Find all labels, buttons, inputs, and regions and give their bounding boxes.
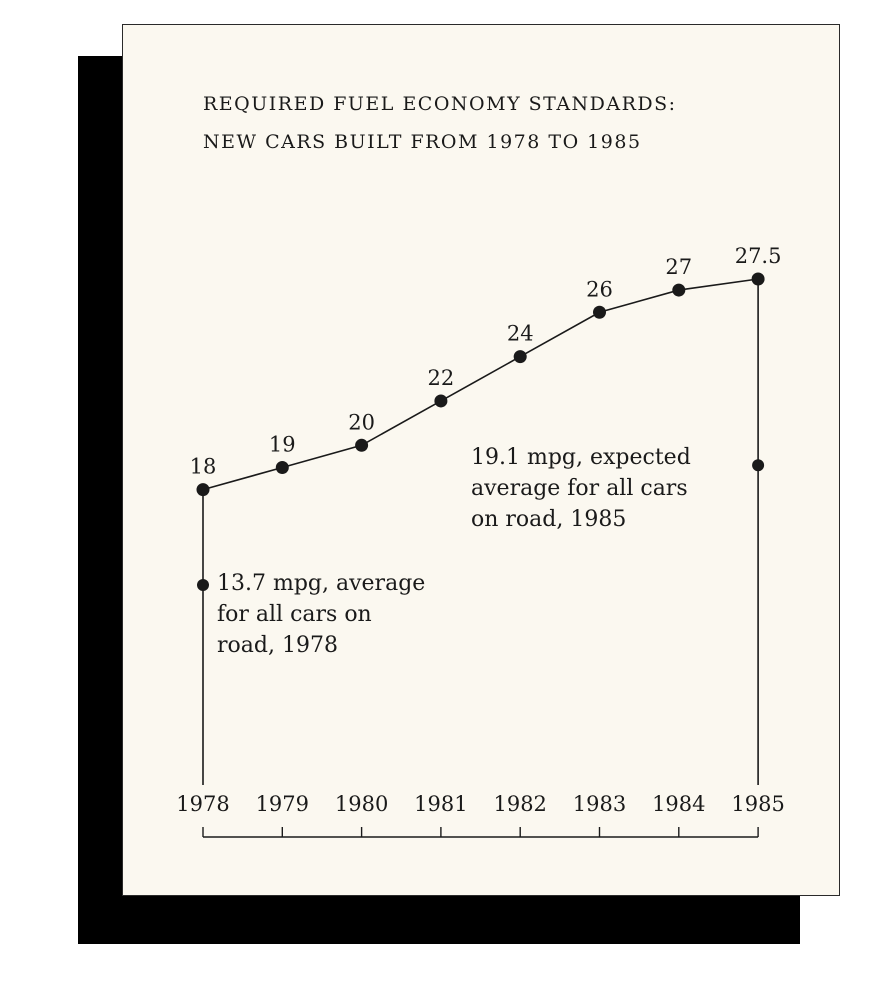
x-tick-label-1985: 1985 [731,792,784,816]
data-label-1982: 24 [507,322,534,346]
annotation-1978-line-3: road, 1978 [217,633,338,658]
data-point-1979 [275,460,289,474]
data-label-1979: 19 [269,432,296,456]
data-label-1984: 27 [665,255,692,279]
x-tick-label-1978: 1978 [176,792,229,816]
marker-dot-1978 [197,579,209,591]
data-point-1983 [593,305,606,319]
annotation-1978-line-2: for all cars on [217,602,372,627]
chart-title: REQUIRED FUEL ECONOMY STANDARDS: [203,93,677,115]
data-point-1985 [751,272,765,286]
data-point-1982 [513,350,527,364]
x-tick-label-1982: 1982 [493,792,546,816]
x-tick-label-1984: 1984 [652,792,705,816]
data-point-1978 [196,483,210,497]
series-line [202,278,759,491]
annotation-1978: 13.7 mpg, average for all cars on road, … [217,568,425,661]
x-tick-label-1981: 1981 [414,792,467,816]
annotation-1985-line-1: 19.1 mpg, expected [471,445,691,470]
data-label-1978: 18 [190,455,217,479]
x-tick-label-1980: 1980 [335,792,388,816]
line-chart: 18 19 20 22 24 26 27 27.5 1978 1979 1980 1981 1982 19… [176,244,785,838]
data-label-1985: 27.5 [735,244,782,268]
data-label-1981: 22 [428,366,455,390]
data-point-1984 [672,283,686,297]
annotation-1985-line-2: average for all cars [471,476,688,501]
annotation-1985: 19.1 mpg, expected average for all cars … [471,442,691,535]
data-label-1980: 20 [348,410,375,434]
chart-card: REQUIRED FUEL ECONOMY STANDARDS: NEW CAR… [122,24,840,896]
data-point-1980 [355,438,369,452]
annotation-1978-line-1: 13.7 mpg, average [217,571,426,596]
annotation-1985-line-3: on road, 1985 [471,507,627,532]
x-tick-label-1983: 1983 [573,792,626,816]
chart-subtitle: NEW CARS BUILT FROM 1978 TO 1985 [203,131,642,153]
x-tick-label-1979: 1979 [256,792,309,816]
data-label-1983: 26 [586,277,613,301]
marker-dot-1985 [752,459,765,472]
data-point-1981 [434,394,448,408]
